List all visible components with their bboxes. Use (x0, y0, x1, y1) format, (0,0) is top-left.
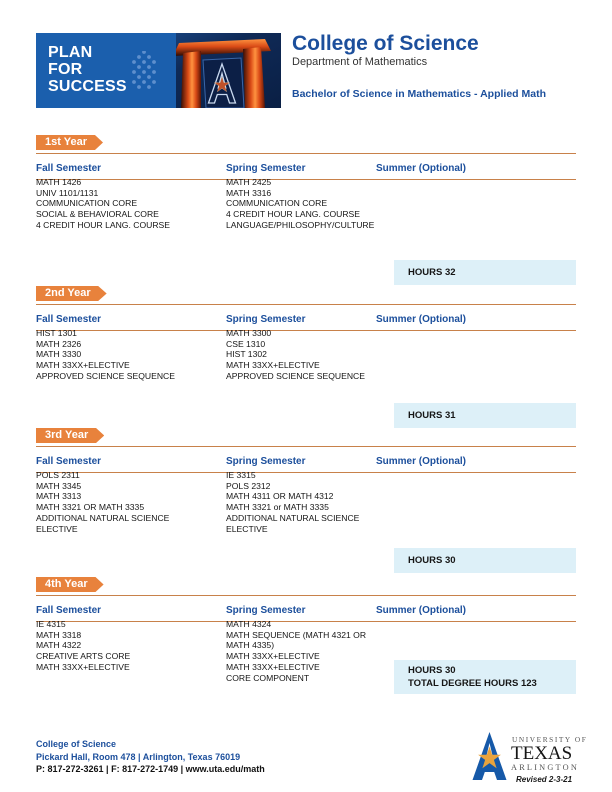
svg-text:ARLINGTON: ARLINGTON (511, 763, 579, 772)
svg-text:TEXAS: TEXAS (511, 743, 572, 764)
svg-text:Revised 2-3-21: Revised 2-3-21 (516, 775, 573, 784)
